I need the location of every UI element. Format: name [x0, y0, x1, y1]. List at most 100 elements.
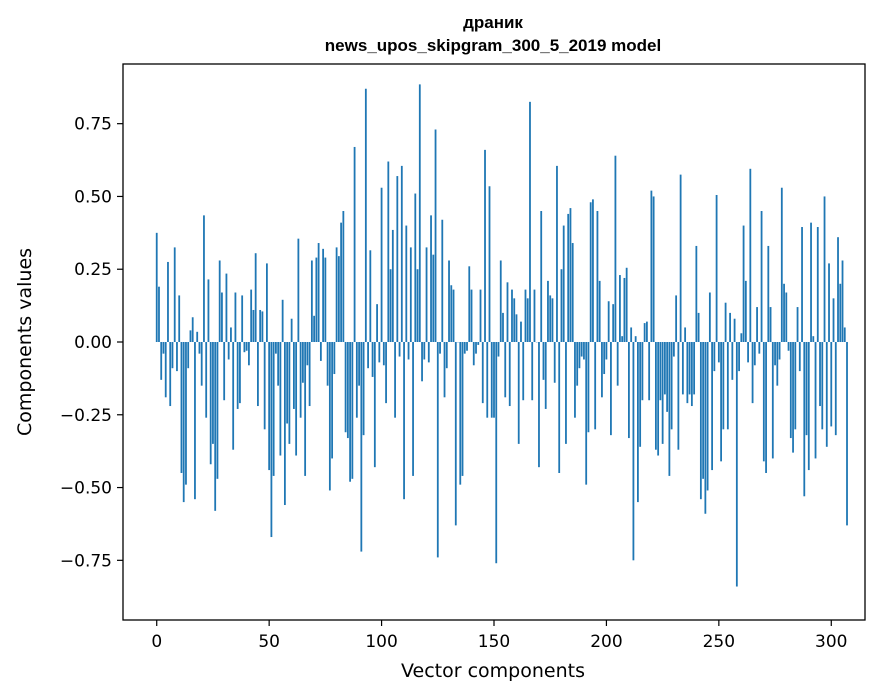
bar [286, 342, 289, 424]
bar [695, 245, 698, 342]
bar [288, 342, 291, 444]
bar [688, 342, 691, 395]
bar [558, 342, 561, 473]
bar [448, 260, 450, 342]
bar [670, 342, 673, 430]
bar [684, 327, 687, 342]
bar [407, 342, 410, 360]
bar [290, 318, 293, 342]
bar [477, 342, 480, 345]
bar [427, 342, 430, 363]
bar [843, 327, 846, 342]
bar [614, 155, 617, 342]
bar [432, 254, 435, 342]
bar [630, 327, 633, 342]
bar [697, 312, 700, 342]
bar [565, 342, 567, 444]
bar [391, 229, 394, 342]
bar [198, 342, 201, 354]
bar [769, 307, 772, 342]
bar [479, 289, 482, 342]
y-tick-label: 0.50 [74, 187, 112, 207]
bar [203, 215, 205, 342]
bar [409, 247, 412, 342]
bar [400, 165, 403, 342]
bar [780, 187, 783, 342]
bar [547, 280, 549, 342]
bar [726, 342, 729, 430]
x-tick-label: 200 [590, 632, 622, 652]
bar [439, 342, 441, 354]
bar [569, 208, 572, 342]
bar [502, 312, 504, 342]
bar [317, 243, 320, 342]
bar [490, 342, 493, 418]
bar [740, 333, 743, 342]
bar [542, 342, 545, 380]
bar [641, 342, 644, 401]
bar [221, 292, 223, 342]
y-tick-label: 0.00 [74, 333, 112, 353]
bar [585, 342, 588, 485]
bar [628, 342, 630, 439]
bar [466, 342, 468, 351]
bar [571, 243, 574, 342]
bar [686, 342, 689, 404]
bar [344, 342, 347, 433]
bar [254, 253, 257, 342]
bar [459, 342, 462, 485]
bar [398, 342, 401, 357]
bar [191, 317, 194, 342]
bar [594, 342, 597, 430]
bar [801, 227, 803, 342]
bar [690, 342, 693, 407]
bar [326, 342, 329, 386]
bar [706, 342, 709, 491]
bar [225, 273, 228, 342]
bar [283, 342, 286, 506]
bar [319, 342, 322, 361]
bar [760, 211, 763, 342]
bar [301, 342, 304, 383]
bar [475, 342, 477, 354]
x-axis-label: Vector components [401, 660, 585, 682]
bar [493, 342, 495, 418]
bar [216, 342, 219, 479]
bar [313, 315, 316, 342]
y-axis: −0.75 −0.50 −0.25 0.00 0.25 0.50 0.75 [60, 115, 123, 571]
bar [533, 289, 536, 342]
bar [353, 146, 356, 342]
bar [481, 342, 484, 404]
bar [841, 260, 844, 342]
bar [666, 342, 669, 412]
bar [403, 342, 405, 500]
bar [484, 149, 486, 342]
bar [515, 314, 518, 342]
bar [810, 222, 812, 342]
bar [767, 245, 770, 342]
x-tick-label: 150 [478, 632, 510, 652]
bar [596, 211, 599, 342]
x-tick-label: 250 [703, 632, 735, 652]
bar [513, 298, 516, 342]
bar [753, 342, 756, 366]
bar [672, 342, 675, 357]
bar [306, 342, 309, 366]
bar [380, 187, 383, 342]
bar [776, 342, 779, 386]
bar [263, 342, 266, 430]
bar [245, 342, 248, 351]
bar [834, 342, 837, 436]
bar [486, 342, 489, 418]
bar [657, 342, 660, 456]
bar [299, 342, 302, 418]
bar [376, 304, 378, 342]
bar [418, 84, 421, 342]
bar [520, 321, 522, 342]
bar [297, 238, 300, 342]
bar [816, 227, 819, 342]
bar [814, 342, 817, 459]
bar [623, 277, 626, 342]
bar [295, 342, 298, 456]
bar [637, 342, 639, 503]
